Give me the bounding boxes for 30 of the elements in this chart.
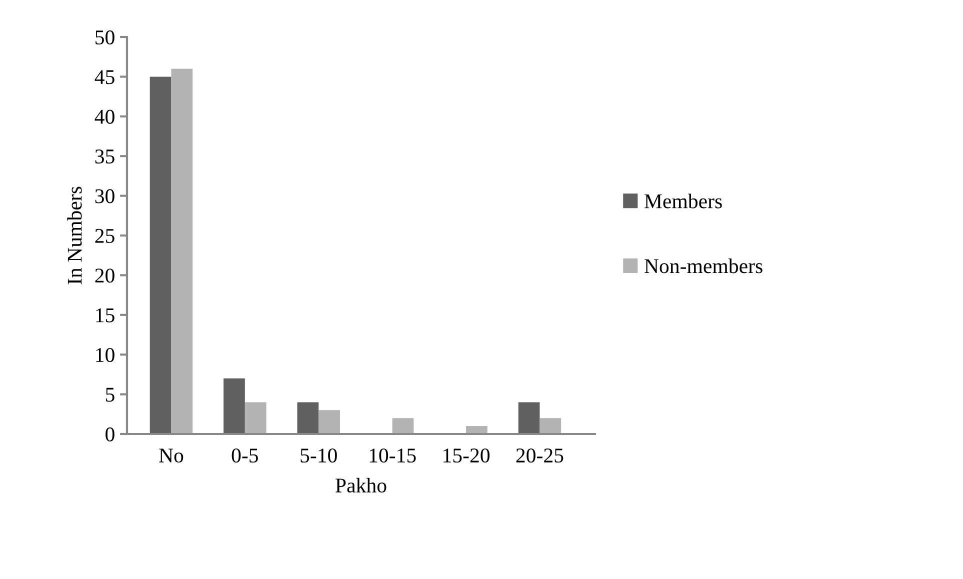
y-axis-title: In Numbers [67, 186, 82, 284]
y-tick-label: 40 [94, 110, 114, 124]
y-tick-label: 0 [106, 427, 114, 442]
x-tick-label: No [159, 448, 184, 463]
bar [297, 402, 319, 434]
y-tick-label: 45 [94, 70, 114, 84]
bar [150, 76, 172, 434]
x-tick-label: 0-5 [232, 448, 258, 463]
y-tick-label: 50 [96, 30, 114, 44]
y-tick-label: 15 [96, 308, 114, 322]
y-tick-label: 30 [95, 189, 114, 204]
x-tick-label: 20-25 [516, 448, 564, 463]
y-tick-label: 10 [96, 348, 114, 362]
bar [392, 418, 414, 434]
y-tick-label: 25 [95, 228, 114, 243]
x-tick-label: 10-15 [370, 448, 416, 463]
y-tick-label: 20 [95, 268, 114, 283]
legend-label: Non-members [644, 258, 762, 274]
bar [171, 68, 193, 434]
x-axis-title: Pakho [336, 478, 386, 493]
bar [224, 378, 245, 434]
bar [518, 402, 540, 434]
x-tick-label: 5-10 [300, 448, 337, 463]
bar [244, 402, 266, 434]
bar [540, 418, 562, 434]
y-tick-label: 35 [95, 150, 114, 164]
x-tick-label: 15-20 [444, 448, 490, 463]
bar [318, 410, 340, 434]
y-tick-label: 5 [106, 388, 114, 402]
legend-label: Members [644, 194, 722, 208]
